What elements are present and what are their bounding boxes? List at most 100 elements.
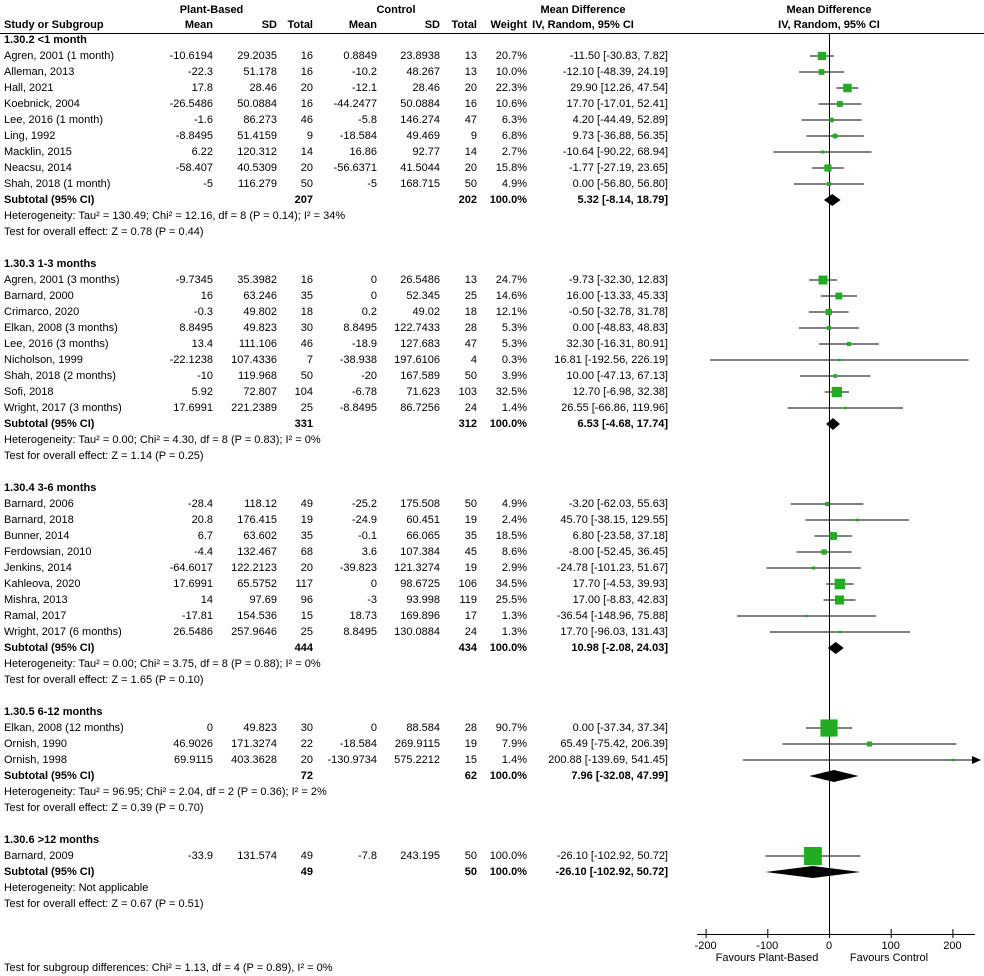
pb-mean: 0 — [206, 722, 213, 734]
weight: 20.7% — [495, 50, 527, 62]
md-ci-text: 29.90 [12.26, 47.54] — [570, 82, 668, 94]
effect-marker — [834, 578, 846, 590]
md-ci-text: -26.10 [-102.92, 50.72] — [556, 850, 668, 862]
study-name: Mishra, 2013 — [4, 594, 68, 606]
c-total: 35 — [464, 530, 477, 542]
pb-mean: 5.92 — [191, 386, 213, 398]
pb-sd: 51.4159 — [237, 130, 277, 142]
pb-total: 22 — [300, 738, 313, 750]
pb-mean: -22.3 — [187, 66, 213, 78]
md-ci-text: 10.00 [-47.13, 67.13] — [566, 370, 668, 382]
c-mean: -8.8495 — [339, 402, 377, 414]
c-mean: 16.86 — [349, 146, 377, 158]
header-c-total: Total — [451, 19, 477, 31]
effect-marker — [826, 325, 832, 331]
pb-sd: 131.574 — [237, 850, 277, 862]
subgroup-title: 1.30.5 6-12 months — [4, 706, 103, 718]
pb-total: 35 — [300, 290, 313, 302]
effect-marker — [817, 51, 826, 61]
plot-header-line1: Mean Difference — [786, 4, 872, 16]
weight: 100.0% — [489, 850, 527, 862]
weight: 2.9% — [501, 562, 527, 574]
pb-sd: 40.5309 — [237, 162, 277, 174]
study-name: Alleman, 2013 — [4, 66, 75, 78]
weight: 15.8% — [495, 162, 527, 174]
subtotal-pb-total: 72 — [300, 770, 313, 782]
weight: 90.7% — [495, 722, 527, 734]
md-ci-text: 9.73 [-36.88, 56.35] — [572, 130, 668, 142]
pb-sd: 403.3628 — [231, 754, 277, 766]
md-ci-text: -9.73 [-32.30, 12.83] — [568, 274, 668, 286]
c-sd: 130.0884 — [394, 626, 440, 638]
subtotal-label: Subtotal (95% CI) — [4, 642, 95, 654]
favours-right-label: Favours Control — [849, 952, 929, 964]
subtotal-weight: 100.0% — [489, 194, 527, 206]
c-total: 14 — [464, 146, 477, 158]
effect-marker — [803, 847, 822, 865]
c-total: 28 — [464, 322, 477, 334]
header-c-sd: SD — [424, 19, 440, 31]
md-ci-text: 12.70 [-6.98, 32.38] — [572, 386, 668, 398]
c-sd: 41.5044 — [400, 162, 440, 174]
c-sd: 48.267 — [406, 66, 440, 78]
c-total: 13 — [464, 274, 477, 286]
effect-marker — [825, 502, 830, 506]
md-ci-text: 0.00 [-48.83, 48.83] — [572, 322, 668, 334]
subtotal-diamond — [827, 642, 844, 654]
effect-marker — [820, 719, 838, 737]
c-total: 15 — [464, 754, 477, 766]
pb-mean: 13.4 — [191, 338, 213, 350]
pb-mean: 17.6991 — [173, 578, 213, 590]
pb-sd: 154.536 — [237, 610, 277, 622]
favours-left-label: Favours Plant-Based — [715, 952, 819, 964]
pb-sd: 119.968 — [238, 370, 277, 382]
md-ci-text: -24.78 [-101.23, 51.67] — [556, 562, 668, 574]
pb-total: 96 — [300, 594, 313, 606]
weight: 25.5% — [495, 594, 527, 606]
pb-total: 14 — [300, 146, 313, 158]
pb-total: 46 — [300, 114, 313, 126]
study-name: Shah, 2018 (2 months) — [4, 370, 116, 382]
c-mean: -0.1 — [358, 530, 377, 542]
weight: 4.9% — [501, 498, 527, 510]
header-weight: Weight — [490, 19, 527, 31]
pb-mean: -1.6 — [194, 114, 213, 126]
c-mean: 0 — [370, 722, 377, 734]
c-mean: -20 — [361, 370, 377, 382]
subtotal-label: Subtotal (95% CI) — [4, 418, 95, 430]
weight: 7.9% — [501, 738, 527, 750]
c-total: 20 — [464, 82, 477, 94]
weight: 24.7% — [495, 274, 527, 286]
c-sd: 93.998 — [406, 594, 440, 606]
overall-effect-text: Test for overall effect: Z = 0.67 (P = 0… — [4, 898, 204, 910]
c-sd: 60.451 — [406, 514, 440, 526]
overall-effect-text: Test for overall effect: Z = 1.65 (P = 0… — [4, 674, 204, 686]
study-name: Lee, 2016 (3 months) — [4, 338, 109, 350]
pb-total: 50 — [300, 178, 313, 190]
c-total: 19 — [464, 562, 477, 574]
c-total: 47 — [464, 338, 477, 350]
subtotal-pb-total: 444 — [294, 642, 313, 654]
effect-marker — [866, 741, 872, 747]
c-mean: 0.8849 — [343, 50, 377, 62]
pb-sd: 257.9646 — [231, 626, 277, 638]
effect-marker — [812, 566, 816, 570]
subtotal-pb-total: 207 — [294, 194, 313, 206]
pb-mean: 6.22 — [191, 146, 213, 158]
weight: 10.6% — [495, 98, 527, 110]
ci-arrow-right — [972, 756, 981, 764]
c-mean: -38.938 — [339, 354, 377, 366]
subtotal-diamond — [826, 418, 840, 430]
pb-sd: 49.823 — [243, 322, 277, 334]
c-mean: 8.8495 — [343, 322, 377, 334]
c-total: 50 — [464, 370, 477, 382]
header-group-control: Control — [376, 4, 416, 16]
pb-mean: 6.7 — [197, 530, 213, 542]
overall-effect-text: Test for overall effect: Z = 0.39 (P = 0… — [4, 802, 204, 814]
weight: 3.9% — [501, 370, 527, 382]
md-ci-text: 45.70 [-38.15, 129.55] — [560, 514, 668, 526]
pb-total: 49 — [300, 850, 313, 862]
c-total: 18 — [464, 306, 477, 318]
pb-total: 20 — [300, 82, 313, 94]
header-pb-total: Total — [287, 19, 313, 31]
